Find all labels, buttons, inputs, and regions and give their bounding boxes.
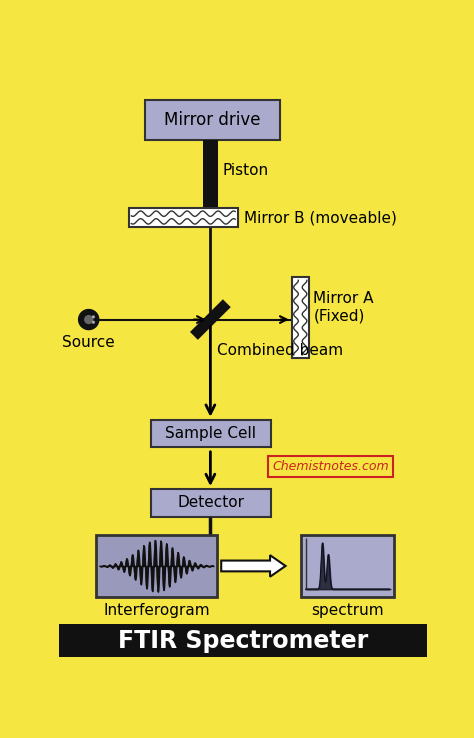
Bar: [96, 535, 217, 597]
Circle shape: [84, 315, 93, 324]
FancyArrow shape: [221, 555, 285, 576]
Text: Interferogram: Interferogram: [103, 603, 210, 618]
Text: Detector: Detector: [177, 495, 244, 510]
Bar: [301, 535, 394, 597]
Bar: [151, 420, 271, 447]
Text: Source: Source: [62, 335, 115, 350]
Bar: [129, 208, 237, 227]
Text: Piston: Piston: [222, 163, 268, 178]
Text: Mirror B (moveable): Mirror B (moveable): [244, 210, 397, 225]
Text: Mirror A
(Fixed): Mirror A (Fixed): [313, 291, 374, 323]
Text: FTIR Spectrometer: FTIR Spectrometer: [118, 629, 368, 652]
Circle shape: [92, 315, 95, 318]
Text: spectrum: spectrum: [311, 603, 384, 618]
Bar: [292, 277, 309, 358]
Circle shape: [79, 309, 99, 330]
Text: Combined beam: Combined beam: [217, 342, 343, 358]
Bar: [59, 624, 427, 657]
Bar: [151, 489, 271, 517]
Circle shape: [92, 321, 95, 324]
Bar: [202, 140, 218, 208]
Text: Sample Cell: Sample Cell: [165, 426, 256, 441]
Text: Chemistnotes.com: Chemistnotes.com: [272, 460, 389, 473]
Bar: [145, 100, 280, 140]
Text: Mirror drive: Mirror drive: [164, 111, 261, 129]
